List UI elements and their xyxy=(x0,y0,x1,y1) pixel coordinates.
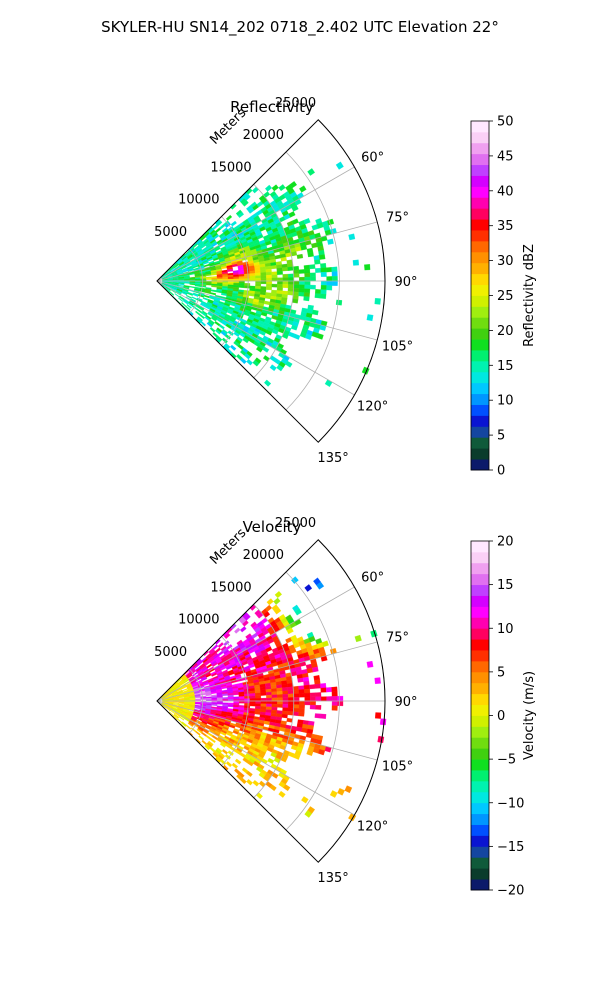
velocity-angular-tick-label: 120° xyxy=(357,820,388,835)
reflectivity-colorbar-tick-label: 25 xyxy=(497,289,514,304)
reflectivity-angular-tick-label: 90° xyxy=(394,275,417,290)
reflectivity-colorbar-tick-label: 10 xyxy=(497,394,514,409)
reflectivity-colorbar-tick-label: 35 xyxy=(497,219,514,234)
velocity-colorbar: −20 −15 −10 −5 0 5 10 15 20 Velocity (m/s) xyxy=(470,535,537,899)
velocity-radial-tick-label: 20000 xyxy=(243,548,284,563)
velocity-radial-tick-label: 5000 xyxy=(154,645,187,660)
reflectivity-polar-grid xyxy=(156,119,386,443)
reflectivity-radial-tick-label: 25000 xyxy=(275,96,316,111)
velocity-angular-tick-label: 75° xyxy=(386,631,409,646)
reflectivity-angular-tick-label: 60° xyxy=(361,151,384,166)
reflectivity-angular-tick-label: 120° xyxy=(357,400,388,415)
velocity-radial-tick-label: 15000 xyxy=(210,580,251,595)
velocity-colorbar-tick-label: 20 xyxy=(497,535,514,550)
reflectivity-colorbar-label: Reflectivity dBZ xyxy=(522,244,537,347)
velocity-colorbar-tick-label: 0 xyxy=(497,709,505,724)
velocity-angular-tick-label: 105° xyxy=(382,759,413,774)
velocity-title: Velocity xyxy=(243,518,302,536)
reflectivity-sector-frame xyxy=(156,119,386,443)
velocity-angular-tick-label: 135° xyxy=(317,871,348,886)
figure-suptitle: SKYLER-HU SN14_202 0718_2.402 UTC Elevat… xyxy=(101,18,499,37)
reflectivity-radial-tick-label: 5000 xyxy=(154,225,187,240)
reflectivity-colorbar-tick-label: 20 xyxy=(497,324,514,339)
reflectivity-angular-tick-label: 135° xyxy=(317,451,348,466)
reflectivity-colorbar-tick-label: 0 xyxy=(497,464,505,479)
reflectivity-colorbar-tick-label: 45 xyxy=(497,149,514,164)
reflectivity-colorbar-tick-label: 40 xyxy=(497,184,514,199)
reflectivity-radial-tick-label: 15000 xyxy=(210,160,251,175)
velocity-colorbar-tick-label: 15 xyxy=(497,578,514,593)
velocity-radar-image xyxy=(160,576,387,822)
reflectivity-panel: Reflectivity500010000150002000025000Mete… xyxy=(154,96,537,479)
velocity-colorbar-tick-label: −20 xyxy=(497,884,524,899)
velocity-radial-tick-label: 10000 xyxy=(178,613,219,628)
reflectivity-colorbar-tick-label: 5 xyxy=(497,429,505,444)
velocity-sector-frame xyxy=(156,539,386,863)
reflectivity-colorbar: 0 5 10 15 20 25 30 35 40 45 50 Reflectivity dBZ xyxy=(470,115,537,479)
reflectivity-angular-tick-label: 105° xyxy=(382,339,413,354)
reflectivity-radial-tick-label: 10000 xyxy=(178,193,219,208)
velocity-colorbar-tick-label: 10 xyxy=(497,622,514,637)
reflectivity-radial-tick-label: 20000 xyxy=(243,128,284,143)
reflectivity-title: Reflectivity xyxy=(230,98,314,116)
velocity-colorbar-tick-label: −15 xyxy=(497,840,524,855)
velocity-radial-tick-label: 25000 xyxy=(275,516,316,531)
reflectivity-colorbar-tick-label: 30 xyxy=(497,254,514,269)
velocity-colorbar-tick-label: −5 xyxy=(497,753,516,768)
velocity-colorbar-tick-label: −10 xyxy=(497,796,524,811)
velocity-colorbar-tick-label: 5 xyxy=(497,665,505,680)
velocity-angular-tick-label: 60° xyxy=(361,571,384,586)
velocity-angular-tick-label: 90° xyxy=(394,695,417,710)
velocity-panel: Velocity500010000150002000025000Meters60… xyxy=(154,516,537,899)
velocity-colorbar-label: Velocity (m/s) xyxy=(522,671,537,760)
reflectivity-colorbar-tick-label: 15 xyxy=(497,359,514,374)
reflectivity-angular-tick-label: 75° xyxy=(386,211,409,226)
reflectivity-colorbar-tick-label: 50 xyxy=(497,115,514,130)
